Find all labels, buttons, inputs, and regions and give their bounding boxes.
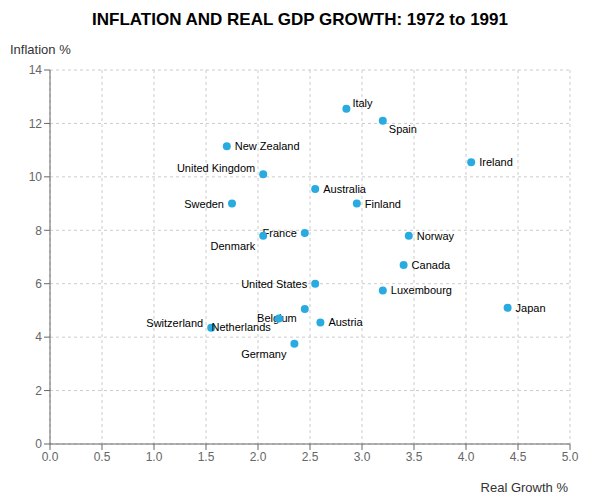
svg-text:4.5: 4.5 bbox=[510, 450, 527, 464]
svg-text:8: 8 bbox=[35, 224, 42, 238]
svg-text:Netherlands: Netherlands bbox=[211, 321, 271, 333]
svg-text:6: 6 bbox=[35, 277, 42, 291]
svg-text:Germany: Germany bbox=[241, 348, 287, 360]
svg-text:Italy: Italy bbox=[352, 97, 373, 109]
html-text:Inflation %: Inflation % bbox=[10, 42, 71, 57]
svg-text:1.5: 1.5 bbox=[198, 450, 215, 464]
svg-text:New Zealand: New Zealand bbox=[235, 140, 300, 152]
svg-text:Canada: Canada bbox=[412, 259, 451, 271]
svg-text:Finland: Finland bbox=[365, 198, 401, 210]
svg-text:3.5: 3.5 bbox=[406, 450, 423, 464]
svg-text:1.0: 1.0 bbox=[146, 450, 163, 464]
svg-text:12: 12 bbox=[29, 117, 43, 131]
svg-text:Denmark: Denmark bbox=[211, 240, 256, 252]
svg-text:3.0: 3.0 bbox=[354, 450, 371, 464]
svg-text:Switzerland: Switzerland bbox=[146, 317, 203, 329]
svg-text:4: 4 bbox=[35, 330, 42, 344]
svg-text:Real Growth %: Real Growth % bbox=[481, 480, 569, 495]
svg-text:Australia: Australia bbox=[323, 183, 367, 195]
html-text:INFLATION AND REAL GDP GROWTH:: INFLATION AND REAL GDP GROWTH: 1972 to 1… bbox=[92, 10, 508, 29]
svg-text:2.0: 2.0 bbox=[250, 450, 267, 464]
svg-text:Japan: Japan bbox=[516, 302, 546, 314]
svg-text:Ireland: Ireland bbox=[479, 156, 513, 168]
svg-text:0: 0 bbox=[35, 437, 42, 451]
svg-text:2.5: 2.5 bbox=[302, 450, 319, 464]
svg-text:2: 2 bbox=[35, 384, 42, 398]
svg-text:Belgium: Belgium bbox=[257, 312, 297, 325]
svg-text:France: France bbox=[263, 227, 297, 239]
svg-text:Austria: Austria bbox=[328, 316, 363, 328]
svg-text:5.0: 5.0 bbox=[562, 450, 579, 464]
svg-text:0.5: 0.5 bbox=[94, 450, 111, 464]
svg-text:Sweden: Sweden bbox=[184, 198, 224, 210]
svg-text:Norway: Norway bbox=[417, 230, 455, 242]
svg-text:United States: United States bbox=[241, 278, 308, 290]
svg-text:Luxembourg: Luxembourg bbox=[391, 284, 452, 296]
svg-text:0.0: 0.0 bbox=[42, 450, 59, 464]
svg-text:10: 10 bbox=[29, 170, 43, 184]
svg-text:United Kingdom: United Kingdom bbox=[177, 162, 255, 174]
svg-text:14: 14 bbox=[29, 63, 43, 77]
svg-text:Spain: Spain bbox=[389, 123, 417, 135]
svg-text:4.0: 4.0 bbox=[458, 450, 475, 464]
